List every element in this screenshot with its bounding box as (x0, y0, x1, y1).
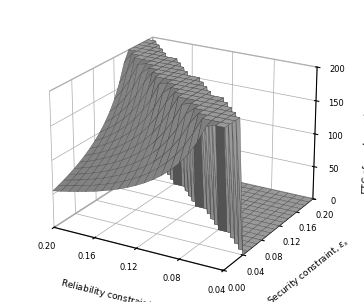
Y-axis label: Security constraint, $\varepsilon_s$: Security constraint, $\varepsilon_s$ (265, 235, 352, 302)
X-axis label: Reliability constraint, $\varepsilon_t$: Reliability constraint, $\varepsilon_t$ (59, 276, 167, 302)
